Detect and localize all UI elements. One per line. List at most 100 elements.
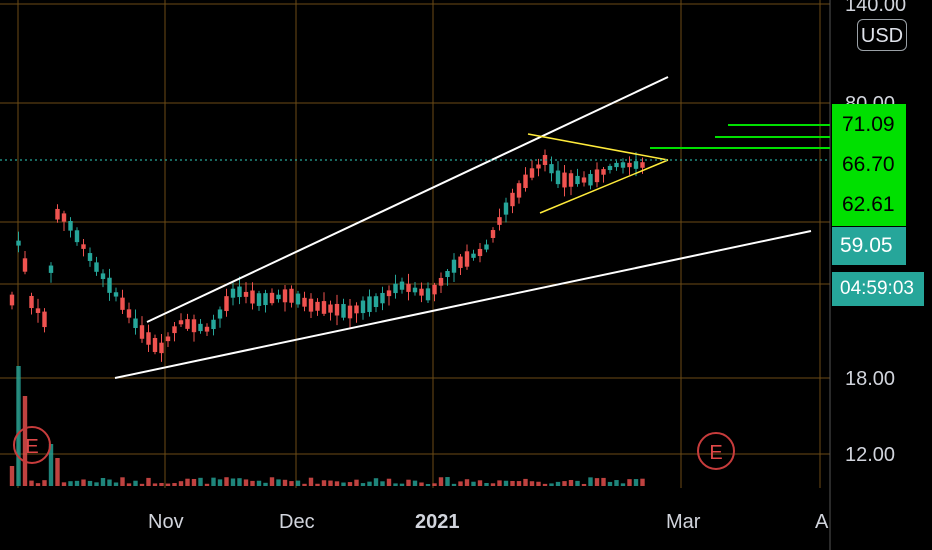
volume-bar-39 [263,482,268,486]
volume-bar-32 [217,479,223,486]
candle-body-97 [640,162,645,168]
candle-body-9 [68,220,73,231]
candle-body-12 [87,253,93,261]
target-zone-box [832,104,906,226]
volume-bar-90 [594,478,600,486]
volume-bar-38 [256,480,262,486]
candle-body-66 [438,277,444,286]
volume-bar-95 [627,479,632,486]
candle-body-54 [360,300,366,314]
volume-bar-78 [516,481,522,486]
x-tick-2: 2021 [415,511,460,533]
candle-body-39 [263,293,268,306]
candle-body-28 [191,319,197,333]
candle-body-26 [178,320,184,325]
candle-body-85 [562,172,567,188]
triangle-top [527,133,669,161]
candle-body-51 [341,304,346,318]
volume-bar-21 [146,477,151,486]
candle-body-80 [529,168,535,178]
candle-body-75 [497,217,502,225]
candle-body-40 [269,292,275,304]
candle-body-73 [484,244,489,250]
volume-bar-86 [568,479,574,486]
price-label-0: 71.09 [842,113,895,136]
volume-bar-45 [302,483,307,486]
candle-body-93 [614,162,619,168]
candle-body-47 [315,301,320,311]
x-tick-0: Nov [148,511,184,533]
volume-bar-16 [113,482,119,486]
candle-body-3 [29,295,34,309]
candle-body-34 [230,288,236,298]
candle-body-91 [601,169,606,175]
candle-body-7 [55,208,60,220]
volume-bar-76 [503,480,509,486]
volume-bar-68 [451,483,457,486]
candle-body-89 [588,173,593,186]
volume-bar-65 [432,483,437,486]
volume-bar-5 [42,480,47,486]
candle-body-83 [549,164,554,174]
candle-body-60 [399,281,405,290]
volume-bar-25 [172,483,177,486]
candle-body-13 [94,262,99,272]
volume-bar-53 [354,479,359,486]
candle-body-24 [165,336,171,342]
volume-bar-46 [308,477,314,486]
candle-body-11 [81,244,86,249]
volume-bar-85 [562,481,567,486]
volume-bar-13 [94,482,99,486]
volume-bar-74 [490,483,496,486]
volume-bar-89 [588,477,593,486]
candle-body-16 [113,292,119,297]
earnings-marker-left[interactable]: E [13,426,51,464]
volume-bar-33 [224,477,229,486]
volume-bar-3 [29,480,34,486]
candle-body-17 [120,297,125,310]
candle-body-94 [620,162,626,168]
volume-bar-50 [334,481,340,486]
candle-body-58 [386,290,392,297]
x-tick-4: A [815,511,829,533]
volume-bar-94 [620,483,626,486]
volume-bar-62 [412,480,418,486]
candle-body-36 [243,291,249,297]
candle-body-2 [22,258,28,272]
volume-bar-47 [315,483,320,486]
volume-bar-11 [81,479,86,486]
candle-body-4 [35,308,41,313]
volume-bar-0 [9,466,15,486]
candle-body-55 [367,296,372,312]
volume-bar-97 [640,478,645,486]
volume-bar-64 [425,483,431,486]
candle-body-57 [380,292,385,304]
candle-body-92 [607,165,613,171]
volume-bar-70 [464,479,470,486]
volume-bar-20 [139,483,145,486]
volume-bar-57 [380,481,385,486]
candle-body-84 [555,170,561,185]
volume-bar-9 [68,481,73,486]
volume-bar-26 [178,481,184,486]
candle-body-19 [133,318,138,328]
volume-bar-79 [523,478,528,486]
volume-bar-63 [419,482,424,486]
volume-bar-73 [484,482,489,486]
candle-body-38 [256,293,262,306]
price-label-1: 66.70 [842,153,895,176]
candle-body-88 [581,177,587,183]
volume-bar-23 [159,482,164,486]
volume-bar-59 [393,483,398,486]
currency-button[interactable]: USD [857,19,907,51]
volume-bar-12 [87,480,93,486]
price-label-4: 04:59:03 [832,272,924,306]
y-tick-3: 12.00 [845,444,895,466]
volume-bar-93 [614,480,619,486]
volume-bar-28 [191,478,197,486]
earnings-marker-right[interactable]: E [697,432,735,470]
volume-bar-31 [211,477,216,486]
price-label-3: 59.05 [832,227,906,265]
